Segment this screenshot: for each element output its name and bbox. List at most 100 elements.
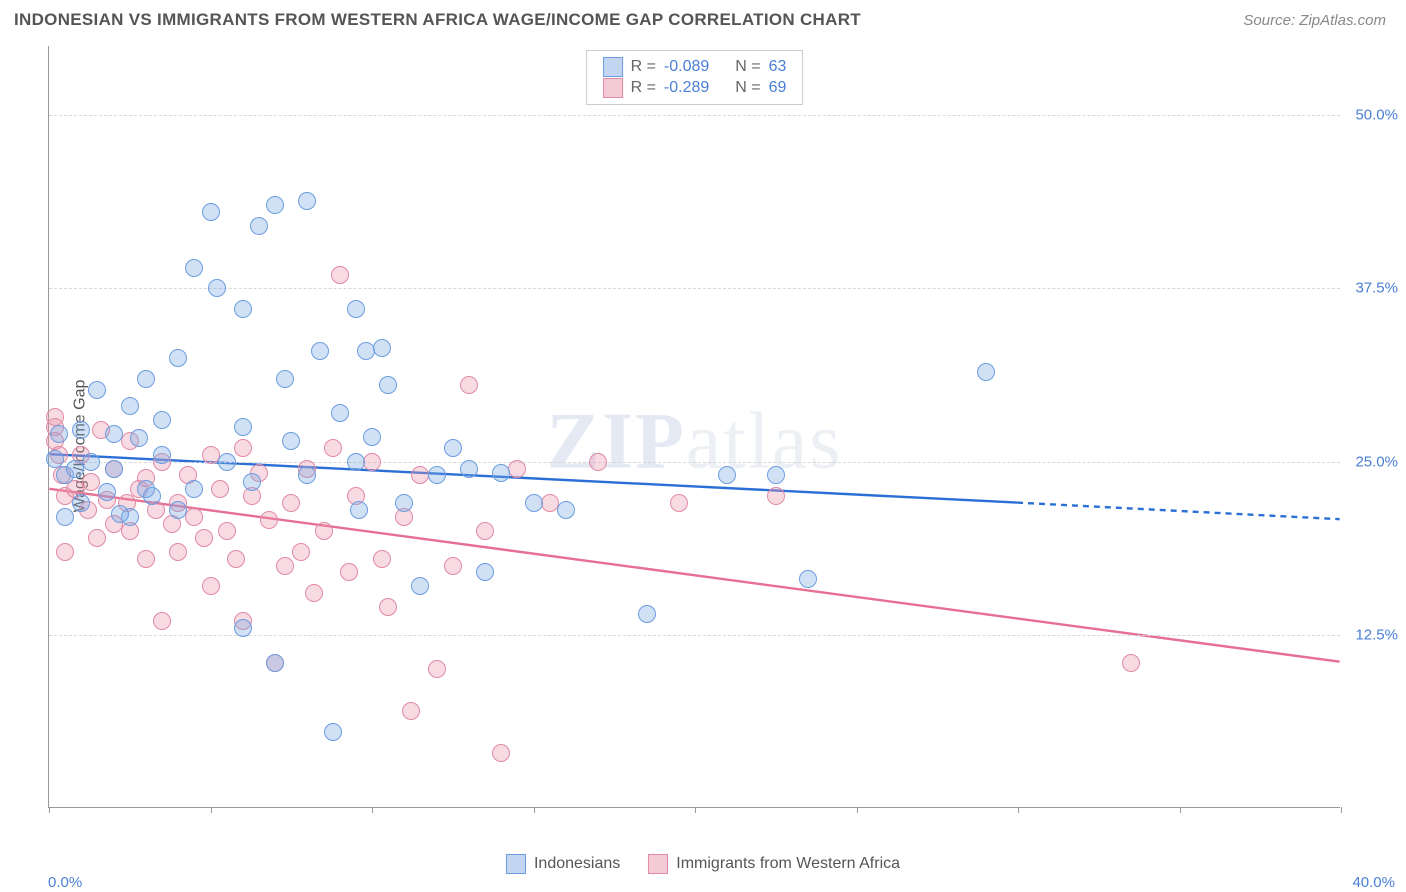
data-point <box>298 192 316 210</box>
data-point <box>292 543 310 561</box>
legend-swatch-2 <box>648 854 668 874</box>
x-min-label: 0.0% <box>48 874 82 891</box>
data-point <box>56 508 74 526</box>
legend-item-2: Immigrants from Western Africa <box>648 854 900 874</box>
data-point <box>379 598 397 616</box>
chart-source: Source: ZipAtlas.com <box>1243 12 1386 29</box>
source-name: ZipAtlas.com <box>1299 12 1386 29</box>
legend-label-2: Immigrants from Western Africa <box>676 855 900 873</box>
data-point <box>767 487 785 505</box>
data-point <box>130 429 148 447</box>
data-point <box>282 494 300 512</box>
source-prefix: Source: <box>1243 12 1299 29</box>
data-point <box>444 557 462 575</box>
data-point <box>105 460 123 478</box>
data-point <box>1122 654 1140 672</box>
watermark: ZIPatlas <box>547 396 843 487</box>
r-label-2: R = <box>631 79 656 97</box>
data-point <box>311 342 329 360</box>
data-point <box>347 300 365 318</box>
x-tick <box>372 807 373 813</box>
data-point <box>373 550 391 568</box>
data-point <box>137 370 155 388</box>
data-point <box>218 453 236 471</box>
legend-bottom: Indonesians Immigrants from Western Afri… <box>506 854 900 874</box>
data-point <box>88 381 106 399</box>
x-tick <box>211 807 212 813</box>
data-point <box>82 453 100 471</box>
data-point <box>638 605 656 623</box>
data-point <box>234 300 252 318</box>
data-point <box>476 522 494 540</box>
data-point <box>266 196 284 214</box>
data-point <box>589 453 607 471</box>
data-point <box>72 421 90 439</box>
watermark-part2: atlas <box>686 397 843 485</box>
data-point <box>82 473 100 491</box>
data-point <box>185 259 203 277</box>
data-point <box>324 439 342 457</box>
chart-header: INDONESIAN VS IMMIGRANTS FROM WESTERN AF… <box>0 0 1406 36</box>
data-point <box>211 480 229 498</box>
data-point <box>185 480 203 498</box>
data-point <box>324 723 342 741</box>
data-point <box>88 529 106 547</box>
data-point <box>46 450 64 468</box>
swatch-series2 <box>603 78 623 98</box>
stats-row-2: R = -0.289 N = 69 <box>603 78 787 98</box>
data-point <box>428 660 446 678</box>
data-point <box>340 563 358 581</box>
data-point <box>169 543 187 561</box>
data-point <box>411 577 429 595</box>
data-point <box>105 425 123 443</box>
data-point <box>670 494 688 512</box>
chart-title: INDONESIAN VS IMMIGRANTS FROM WESTERN AF… <box>14 10 861 30</box>
data-point <box>492 464 510 482</box>
data-point <box>315 522 333 540</box>
data-point <box>169 349 187 367</box>
x-tick <box>534 807 535 813</box>
y-tick-label: 12.5% <box>1355 626 1398 643</box>
data-point <box>331 404 349 422</box>
x-tick <box>1341 807 1342 813</box>
y-tick-label: 25.0% <box>1355 453 1398 470</box>
data-point <box>977 363 995 381</box>
data-point <box>525 494 543 512</box>
n-label-2: N = <box>735 79 760 97</box>
data-point <box>169 501 187 519</box>
data-point <box>72 494 90 512</box>
data-point <box>208 279 226 297</box>
data-point <box>46 408 64 426</box>
data-point <box>276 557 294 575</box>
data-point <box>260 511 278 529</box>
grid-line <box>49 288 1340 289</box>
data-point <box>185 508 203 526</box>
data-point <box>476 563 494 581</box>
data-point <box>350 501 368 519</box>
x-tick <box>49 807 50 813</box>
data-point <box>276 370 294 388</box>
data-point <box>143 487 161 505</box>
data-point <box>202 203 220 221</box>
y-tick-label: 37.5% <box>1355 280 1398 297</box>
data-point <box>373 339 391 357</box>
data-point <box>767 466 785 484</box>
legend-swatch-1 <box>506 854 526 874</box>
data-point <box>444 439 462 457</box>
data-point <box>347 453 365 471</box>
data-point <box>234 418 252 436</box>
data-point <box>460 460 478 478</box>
legend-item-1: Indonesians <box>506 854 620 874</box>
swatch-series1 <box>603 57 623 77</box>
data-point <box>305 584 323 602</box>
data-point <box>153 411 171 429</box>
data-point <box>243 473 261 491</box>
data-point <box>282 432 300 450</box>
data-point <box>357 342 375 360</box>
x-tick <box>695 807 696 813</box>
data-point <box>234 439 252 457</box>
r-label-1: R = <box>631 58 656 76</box>
data-point <box>298 466 316 484</box>
r-value-2: -0.289 <box>664 79 709 97</box>
y-tick-label: 50.0% <box>1355 107 1398 124</box>
